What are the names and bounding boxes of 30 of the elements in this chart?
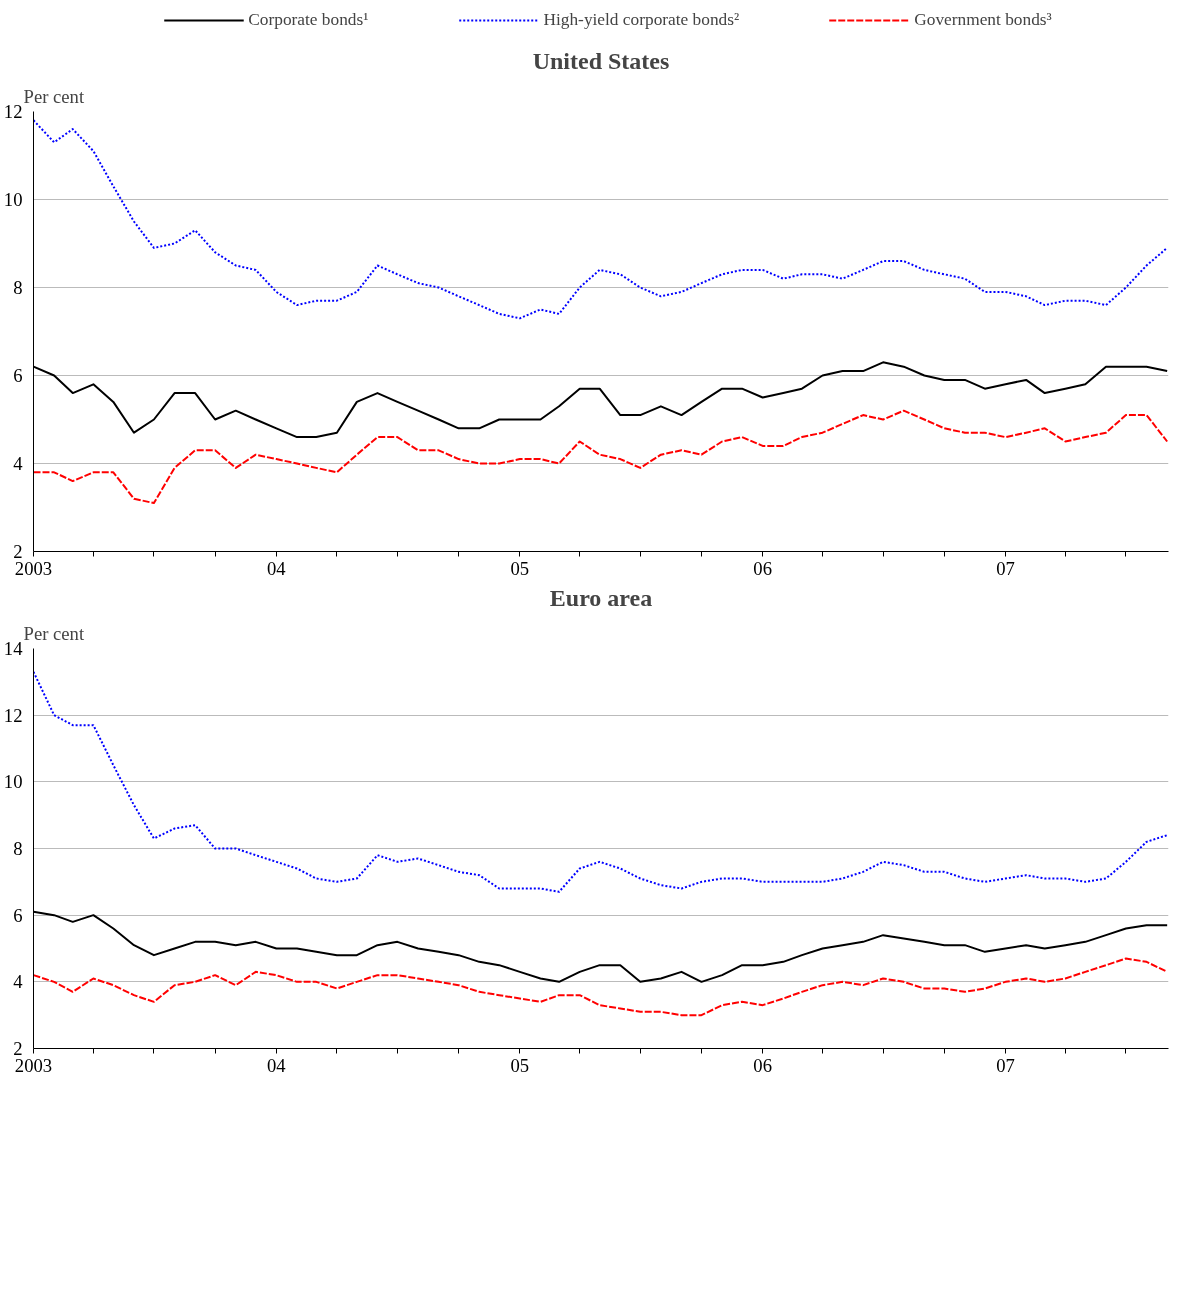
y-tick-label: 4: [13, 453, 24, 474]
legend-label: Government bonds³: [914, 10, 1052, 30]
y-tick-label: 12: [3, 101, 23, 122]
y-tick-label: 12: [3, 704, 23, 726]
y-tick-label: 10: [3, 189, 23, 210]
legend-label: High-yield corporate bonds²: [543, 10, 740, 30]
y-tick-label: 4: [13, 971, 24, 993]
x-tick-label: 05: [510, 557, 530, 579]
x-tick-label: 06: [753, 1054, 772, 1076]
y-tick-label: 10: [3, 771, 23, 793]
x-tick-label: 04: [267, 1054, 287, 1076]
y-tick-label: 8: [13, 277, 23, 298]
line-series: [33, 670, 1169, 893]
y-axis-title: Per cent: [23, 85, 85, 107]
x-tick-label: 04: [267, 557, 287, 579]
line-series: [33, 119, 1169, 320]
y-tick-label: 14: [3, 638, 24, 659]
y-axis-title: Per cent: [23, 622, 85, 644]
x-tick-label: 05: [510, 1054, 530, 1076]
x-tick-label: 06: [753, 557, 772, 579]
y-tick-label: 6: [13, 904, 23, 926]
y-tick-label: 6: [13, 365, 23, 386]
x-tick-label: 07: [996, 1054, 1015, 1076]
legend-label: Corporate bonds¹: [248, 10, 369, 30]
chart-title: United States: [532, 47, 670, 74]
y-tick-label: 8: [13, 838, 23, 859]
chart-title: Euro area: [549, 584, 653, 611]
x-tick-label: 07: [996, 557, 1015, 579]
line-series: [33, 957, 1169, 1017]
line-series: [33, 409, 1169, 505]
